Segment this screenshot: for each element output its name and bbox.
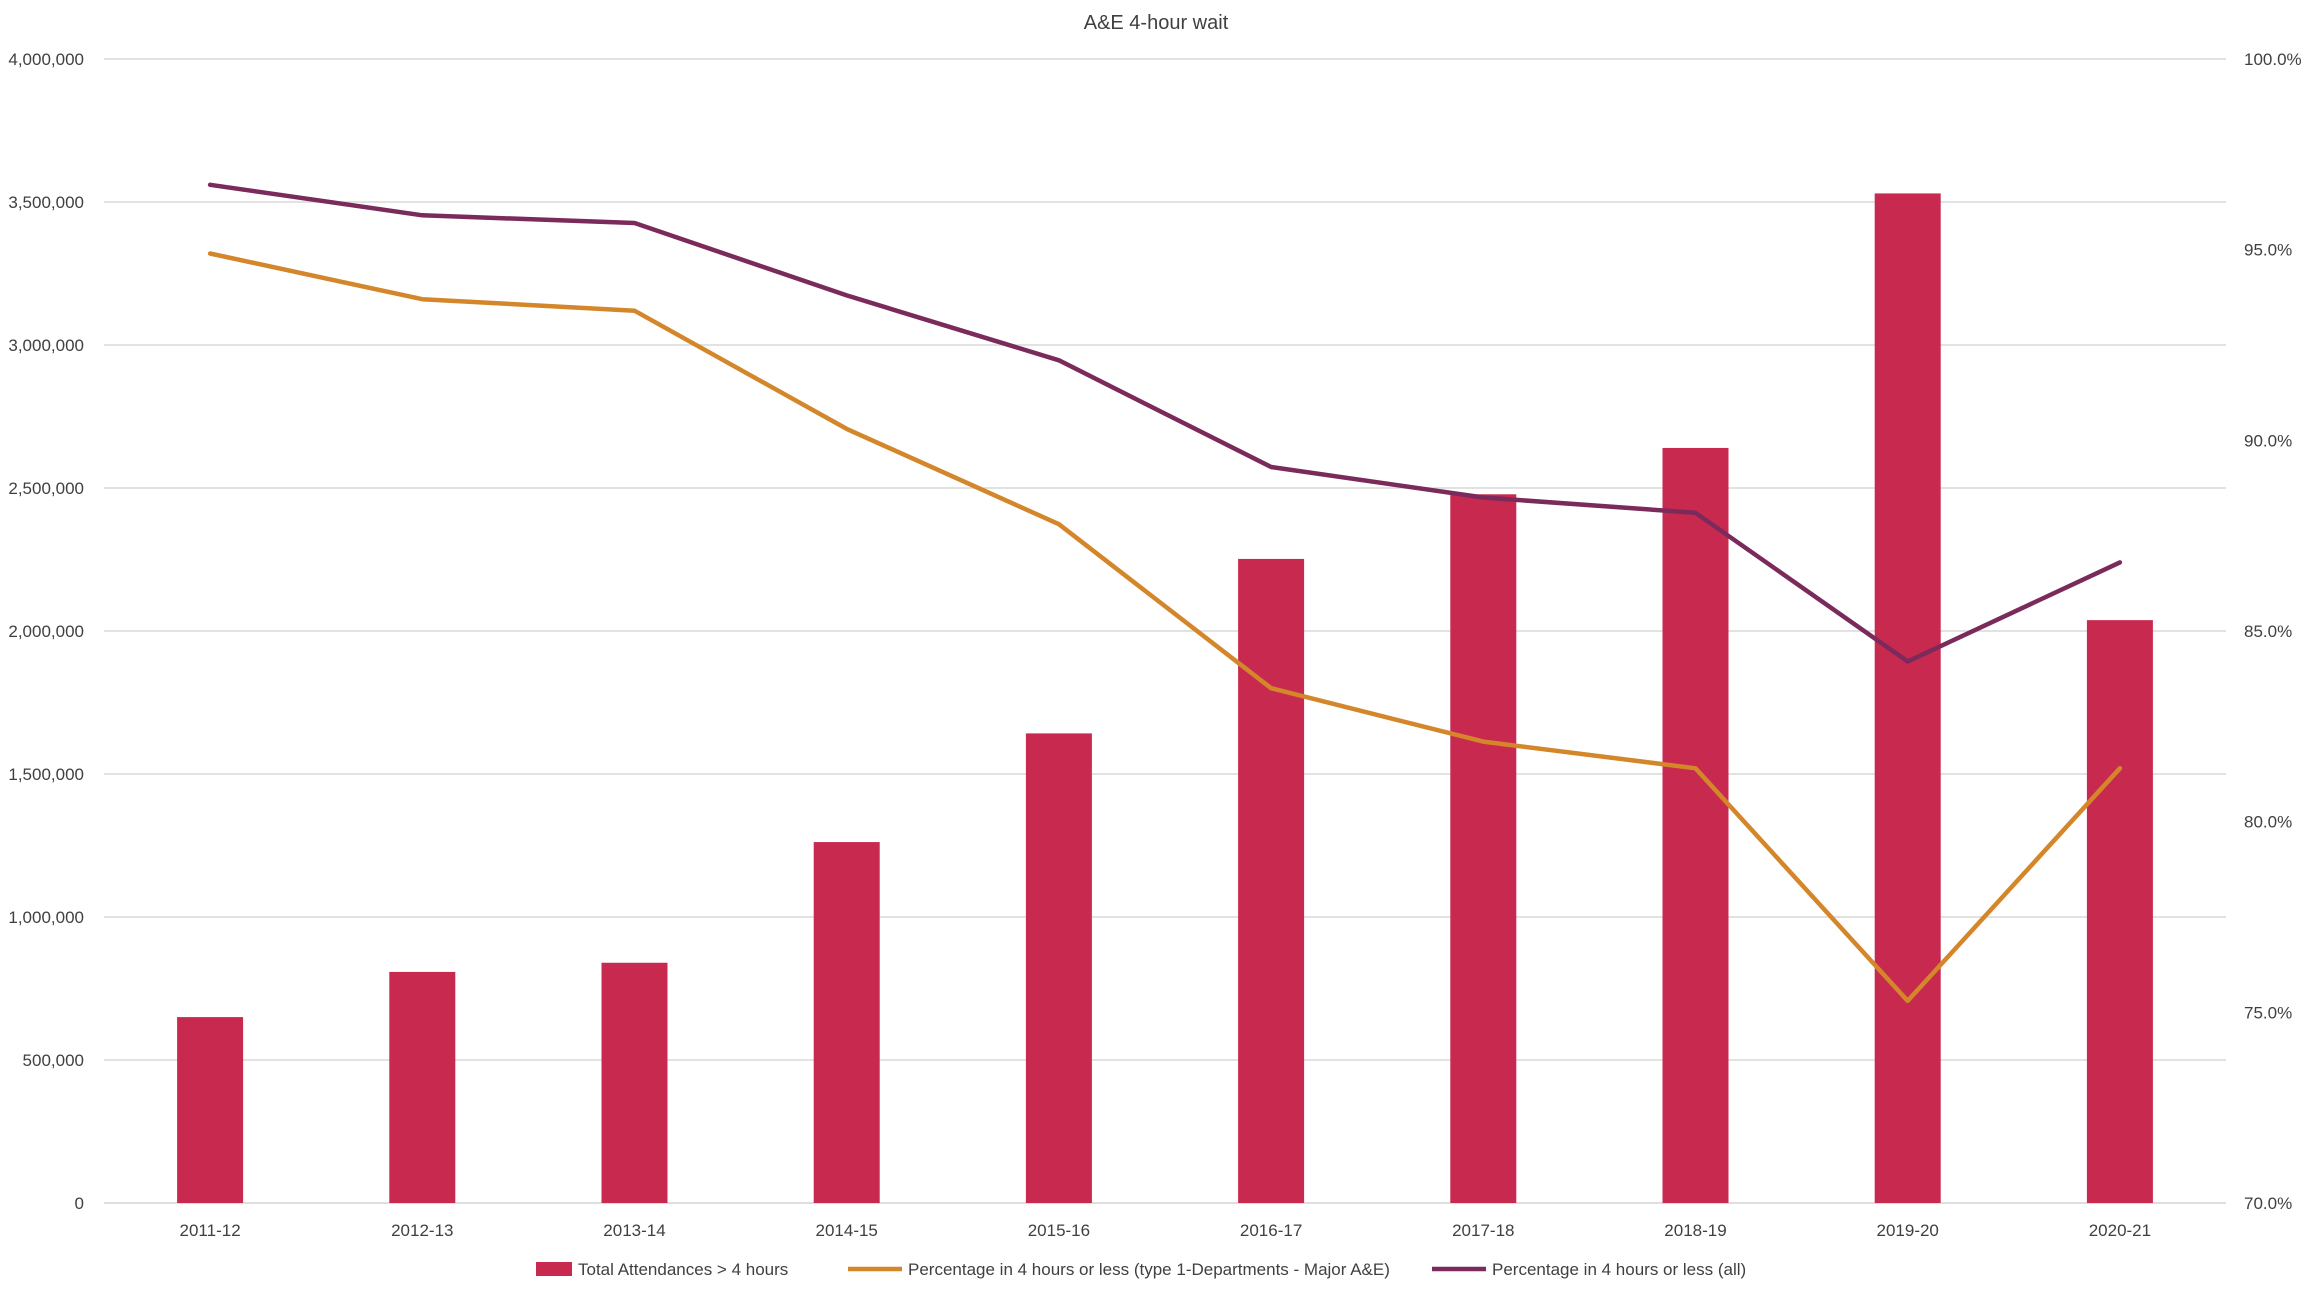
x-axis-tick-label: 2020-21 xyxy=(2089,1221,2151,1240)
line-point-2-2016-17 xyxy=(1270,466,1272,468)
legend: Total Attendances > 4 hours Percentage in… xyxy=(536,1260,1746,1279)
legend-swatch-bar xyxy=(536,1262,572,1276)
x-axis-tick-label: 2016-17 xyxy=(1240,1221,1302,1240)
line-point-1-2013-14 xyxy=(634,310,635,312)
gridlines xyxy=(104,58,2226,1204)
line-point-2-2014-15 xyxy=(846,294,848,296)
x-axis-tick-label: 2015-16 xyxy=(1028,1221,1090,1240)
line-point-1-2017-18 xyxy=(1482,741,1484,743)
x-axis-tick-label: 2018-19 xyxy=(1664,1221,1726,1240)
left-axis-tick-label: 2,500,000 xyxy=(8,479,84,498)
left-axis-tick-label: 1,000,000 xyxy=(8,908,84,927)
line-point-1-2011-12 xyxy=(209,252,211,254)
line-point-2-2019-20 xyxy=(1907,661,1909,663)
bar-2015-16 xyxy=(1025,733,1092,1203)
right-axis-tick-label: 85.0% xyxy=(2244,622,2292,641)
x-axis-tick-label: 2011-12 xyxy=(180,1221,241,1240)
line-point-2-2020-21 xyxy=(2119,561,2121,563)
right-axis-tick-label: 100.0% xyxy=(2244,50,2302,69)
right-axis-tick-labels: 70.0% 75.0% 80.0% 85.0% 90.0% 95.0% 100.0% xyxy=(2244,50,2302,1213)
bar-2019-20 xyxy=(1874,193,1941,1204)
line-point-1-2019-20 xyxy=(1907,1000,1909,1002)
bar-2011-12 xyxy=(177,1017,244,1203)
bar-2012-13 xyxy=(389,971,456,1203)
line-point-2-2011-12 xyxy=(209,184,211,186)
x-axis-tick-label: 2013-14 xyxy=(603,1221,665,1240)
right-axis-tick-label: 75.0% xyxy=(2244,1003,2292,1022)
bar-series xyxy=(177,193,2153,1204)
bar-2020-21 xyxy=(2086,620,2153,1203)
left-axis-tick-label: 4,000,000 xyxy=(8,50,84,69)
x-axis-tick-label: 2014-15 xyxy=(816,1221,878,1240)
line-point-2-2012-13 xyxy=(421,214,423,216)
x-axis-tick-label: 2017-18 xyxy=(1452,1221,1514,1240)
legend-label-2: Percentage in 4 hours or less (all) xyxy=(1492,1260,1746,1279)
left-axis-tick-label: 2,000,000 xyxy=(8,622,84,641)
left-axis-tick-label: 3,000,000 xyxy=(8,336,84,355)
left-axis-tick-label: 500,000 xyxy=(23,1051,84,1070)
line-point-2-2013-14 xyxy=(634,222,635,224)
line-point-2-2015-16 xyxy=(1058,359,1060,361)
line-point-2-2018-19 xyxy=(1695,512,1696,514)
line-series-group xyxy=(207,182,2123,1004)
line-point-1-2016-17 xyxy=(1270,687,1272,689)
line-point-1-2020-21 xyxy=(2119,767,2121,769)
bar-2014-15 xyxy=(813,842,880,1203)
line-point-1-2012-13 xyxy=(421,298,423,300)
bar-2013-14 xyxy=(601,962,668,1203)
chart-title: A&E 4-hour wait xyxy=(1084,12,1229,34)
x-axis-tick-labels: 2011-12 2012-13 2013-14 2014-15 2015-16 2016-… xyxy=(180,1221,2152,1240)
legend-label-0: Total Attendances > 4 hours xyxy=(578,1260,788,1279)
x-axis-tick-label: 2019-20 xyxy=(1877,1221,1939,1240)
line-point-1-2018-19 xyxy=(1695,767,1696,769)
x-axis-tick-label: 2012-13 xyxy=(391,1221,453,1240)
left-axis-tick-label: 1,500,000 xyxy=(8,765,84,784)
right-axis-tick-label: 90.0% xyxy=(2244,431,2292,450)
bar-2018-19 xyxy=(1662,447,1729,1204)
line-point-1-2014-15 xyxy=(846,428,848,430)
line-point-2-2017-18 xyxy=(1482,497,1484,499)
bar-2016-17 xyxy=(1238,558,1305,1203)
right-axis-tick-label: 70.0% xyxy=(2244,1194,2292,1213)
right-axis-tick-label: 95.0% xyxy=(2244,241,2292,260)
right-axis-tick-label: 80.0% xyxy=(2244,813,2292,832)
left-axis-tick-label: 0 xyxy=(75,1194,84,1213)
legend-label-1: Percentage in 4 hours or less (type 1-De… xyxy=(908,1260,1390,1279)
bar-2017-18 xyxy=(1450,494,1517,1203)
line-series-1 xyxy=(207,251,2123,1004)
line-point-1-2015-16 xyxy=(1058,523,1060,525)
left-axis-tick-label: 3,500,000 xyxy=(8,193,84,212)
left-axis-tick-labels: 0 500,000 1,000,000 1,500,000 2,000,000 2,500… xyxy=(8,50,84,1213)
line-series-2 xyxy=(207,182,2123,664)
